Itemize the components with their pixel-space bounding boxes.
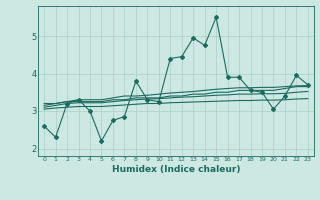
X-axis label: Humidex (Indice chaleur): Humidex (Indice chaleur) (112, 165, 240, 174)
